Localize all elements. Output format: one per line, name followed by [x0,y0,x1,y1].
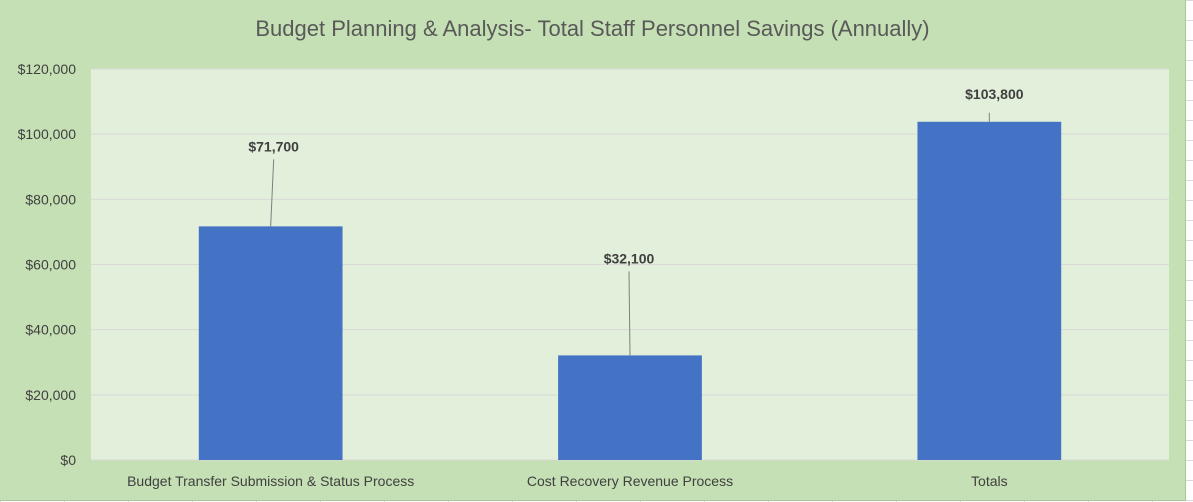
data-label: $32,100 [604,250,655,266]
bar [917,121,1062,460]
chart-title: Budget Planning & Analysis- Total Staff … [255,16,930,41]
data-label: $71,700 [248,138,299,154]
x-category-label: Totals [971,473,1008,489]
data-label: $103,800 [965,86,1024,102]
leader-line [628,271,631,356]
x-category-label: Cost Recovery Revenue Process [527,473,733,489]
bar [198,226,343,460]
leader-line [270,159,275,227]
y-tick-label: $80,000 [25,191,76,207]
y-tick-label: $100,000 [18,126,77,142]
y-tick-label: $0 [60,452,76,468]
y-tick-label: $60,000 [25,257,76,273]
y-tick-label: $20,000 [25,387,76,403]
y-tick-label: $40,000 [25,322,76,338]
bar [558,355,702,460]
x-category-label: Budget Transfer Submission & Status Proc… [127,473,414,489]
y-tick-label: $120,000 [18,61,77,77]
